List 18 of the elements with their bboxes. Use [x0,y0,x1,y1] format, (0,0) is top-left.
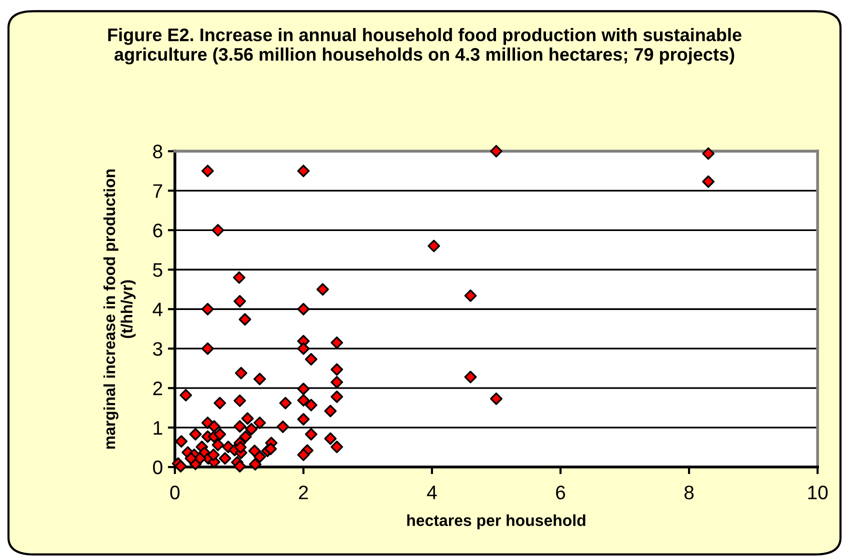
y-tick-label: 5 [153,263,162,277]
x-tick-label: 0 [170,486,180,500]
chart-title: Figure E2. Increase in annual household food production with sustainable agriculture (3.56 million households on 4.3 million hectares; 79 projects) [108,28,742,64]
y-tick-label: 2 [153,382,162,396]
y-tick-label: 7 [153,184,162,198]
y-tick-label: 3 [153,342,162,356]
y-tick-label: 1 [154,421,162,435]
y-tick-label: 6 [153,224,162,238]
y-tick-label: 8 [153,144,162,158]
y-tick-label: 4 [152,302,163,316]
x-tick-label: 10 [808,486,828,500]
x-tick-label: 8 [684,486,694,500]
y-tick-label: 0 [153,460,162,474]
y-axis-title: marginal increase in food production (t/hh/yr) [103,169,136,449]
x-tick-label: 6 [556,486,566,500]
x-tick-label: 4 [427,486,437,500]
x-tick-label: 2 [299,486,308,500]
x-axis-title: hectares per household [407,514,586,530]
